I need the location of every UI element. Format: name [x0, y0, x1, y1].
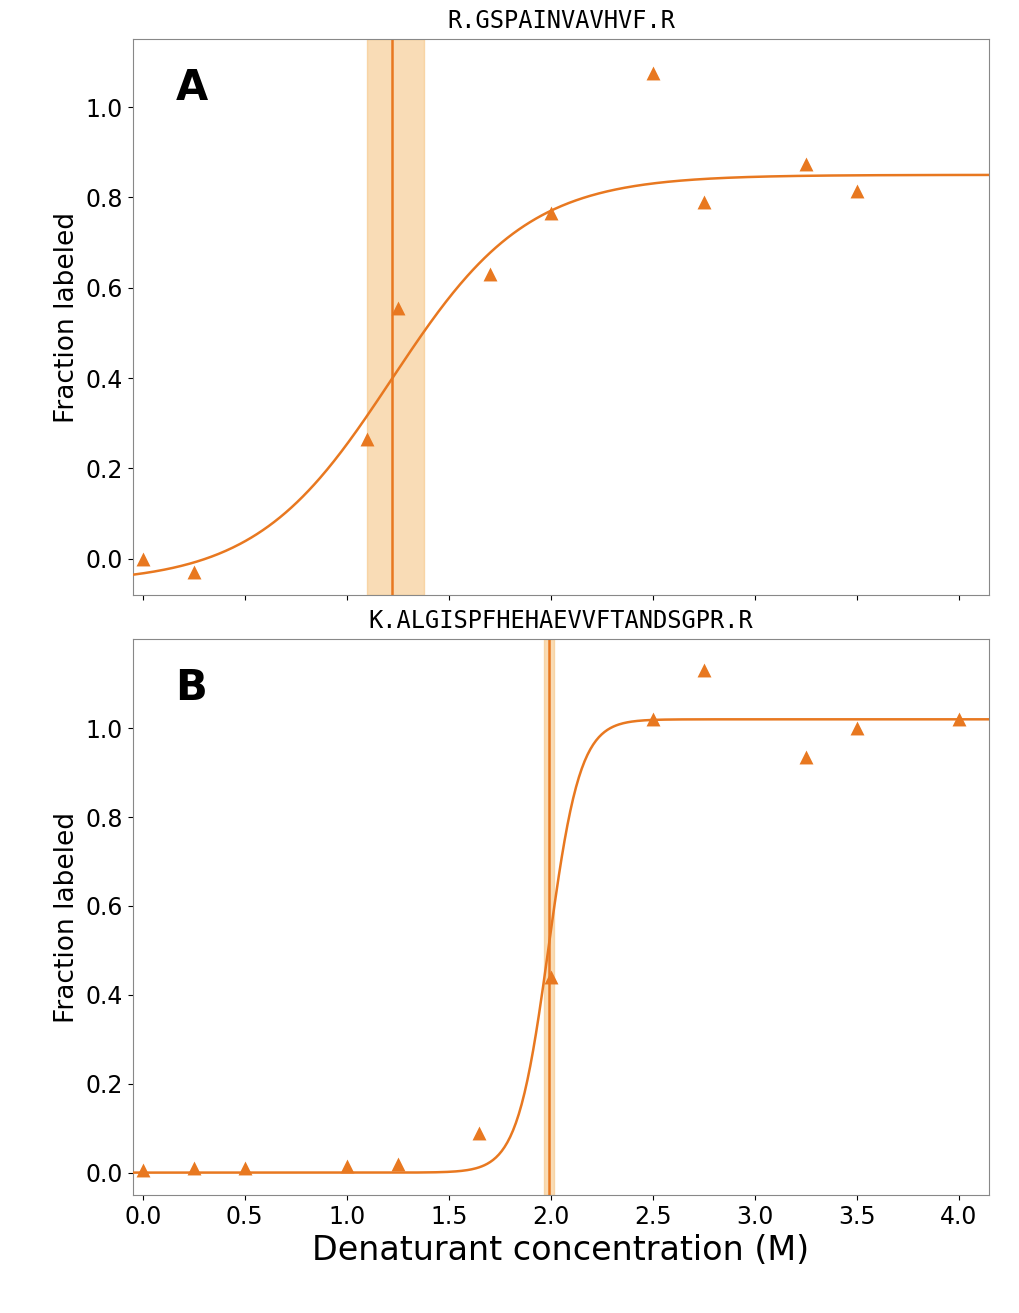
Bar	[543, 639, 553, 1195]
Point	[542, 202, 558, 223]
Point	[338, 1155, 355, 1176]
Point	[389, 1153, 406, 1174]
Point	[797, 154, 813, 175]
Point	[950, 709, 966, 730]
Point	[797, 747, 813, 768]
Point	[185, 562, 202, 583]
Point	[848, 180, 864, 201]
Bar	[367, 39, 424, 595]
Title: K.ALGISPFHEHAEVVFTANDSGPR.R: K.ALGISPFHEHAEVVFTANDSGPR.R	[368, 609, 753, 633]
Point	[695, 192, 711, 213]
Title: R.GSPAINVAVHVF.R: R.GSPAINVAVHVF.R	[446, 9, 675, 33]
Point	[471, 1123, 487, 1144]
Point	[389, 298, 406, 319]
Point	[848, 718, 864, 739]
Point	[481, 264, 497, 285]
Point	[236, 1158, 253, 1179]
Y-axis label: Fraction labeled: Fraction labeled	[54, 211, 79, 423]
Point	[135, 1159, 151, 1180]
Point	[542, 966, 558, 987]
Point	[185, 1158, 202, 1179]
Y-axis label: Fraction labeled: Fraction labeled	[54, 811, 79, 1023]
Text: B: B	[175, 667, 207, 709]
Point	[359, 428, 375, 449]
Point	[644, 63, 660, 84]
Point	[695, 660, 711, 681]
Text: A: A	[175, 67, 208, 109]
Point	[644, 709, 660, 730]
X-axis label: Denaturant concentration (M): Denaturant concentration (M)	[312, 1234, 809, 1267]
Point	[135, 549, 151, 570]
